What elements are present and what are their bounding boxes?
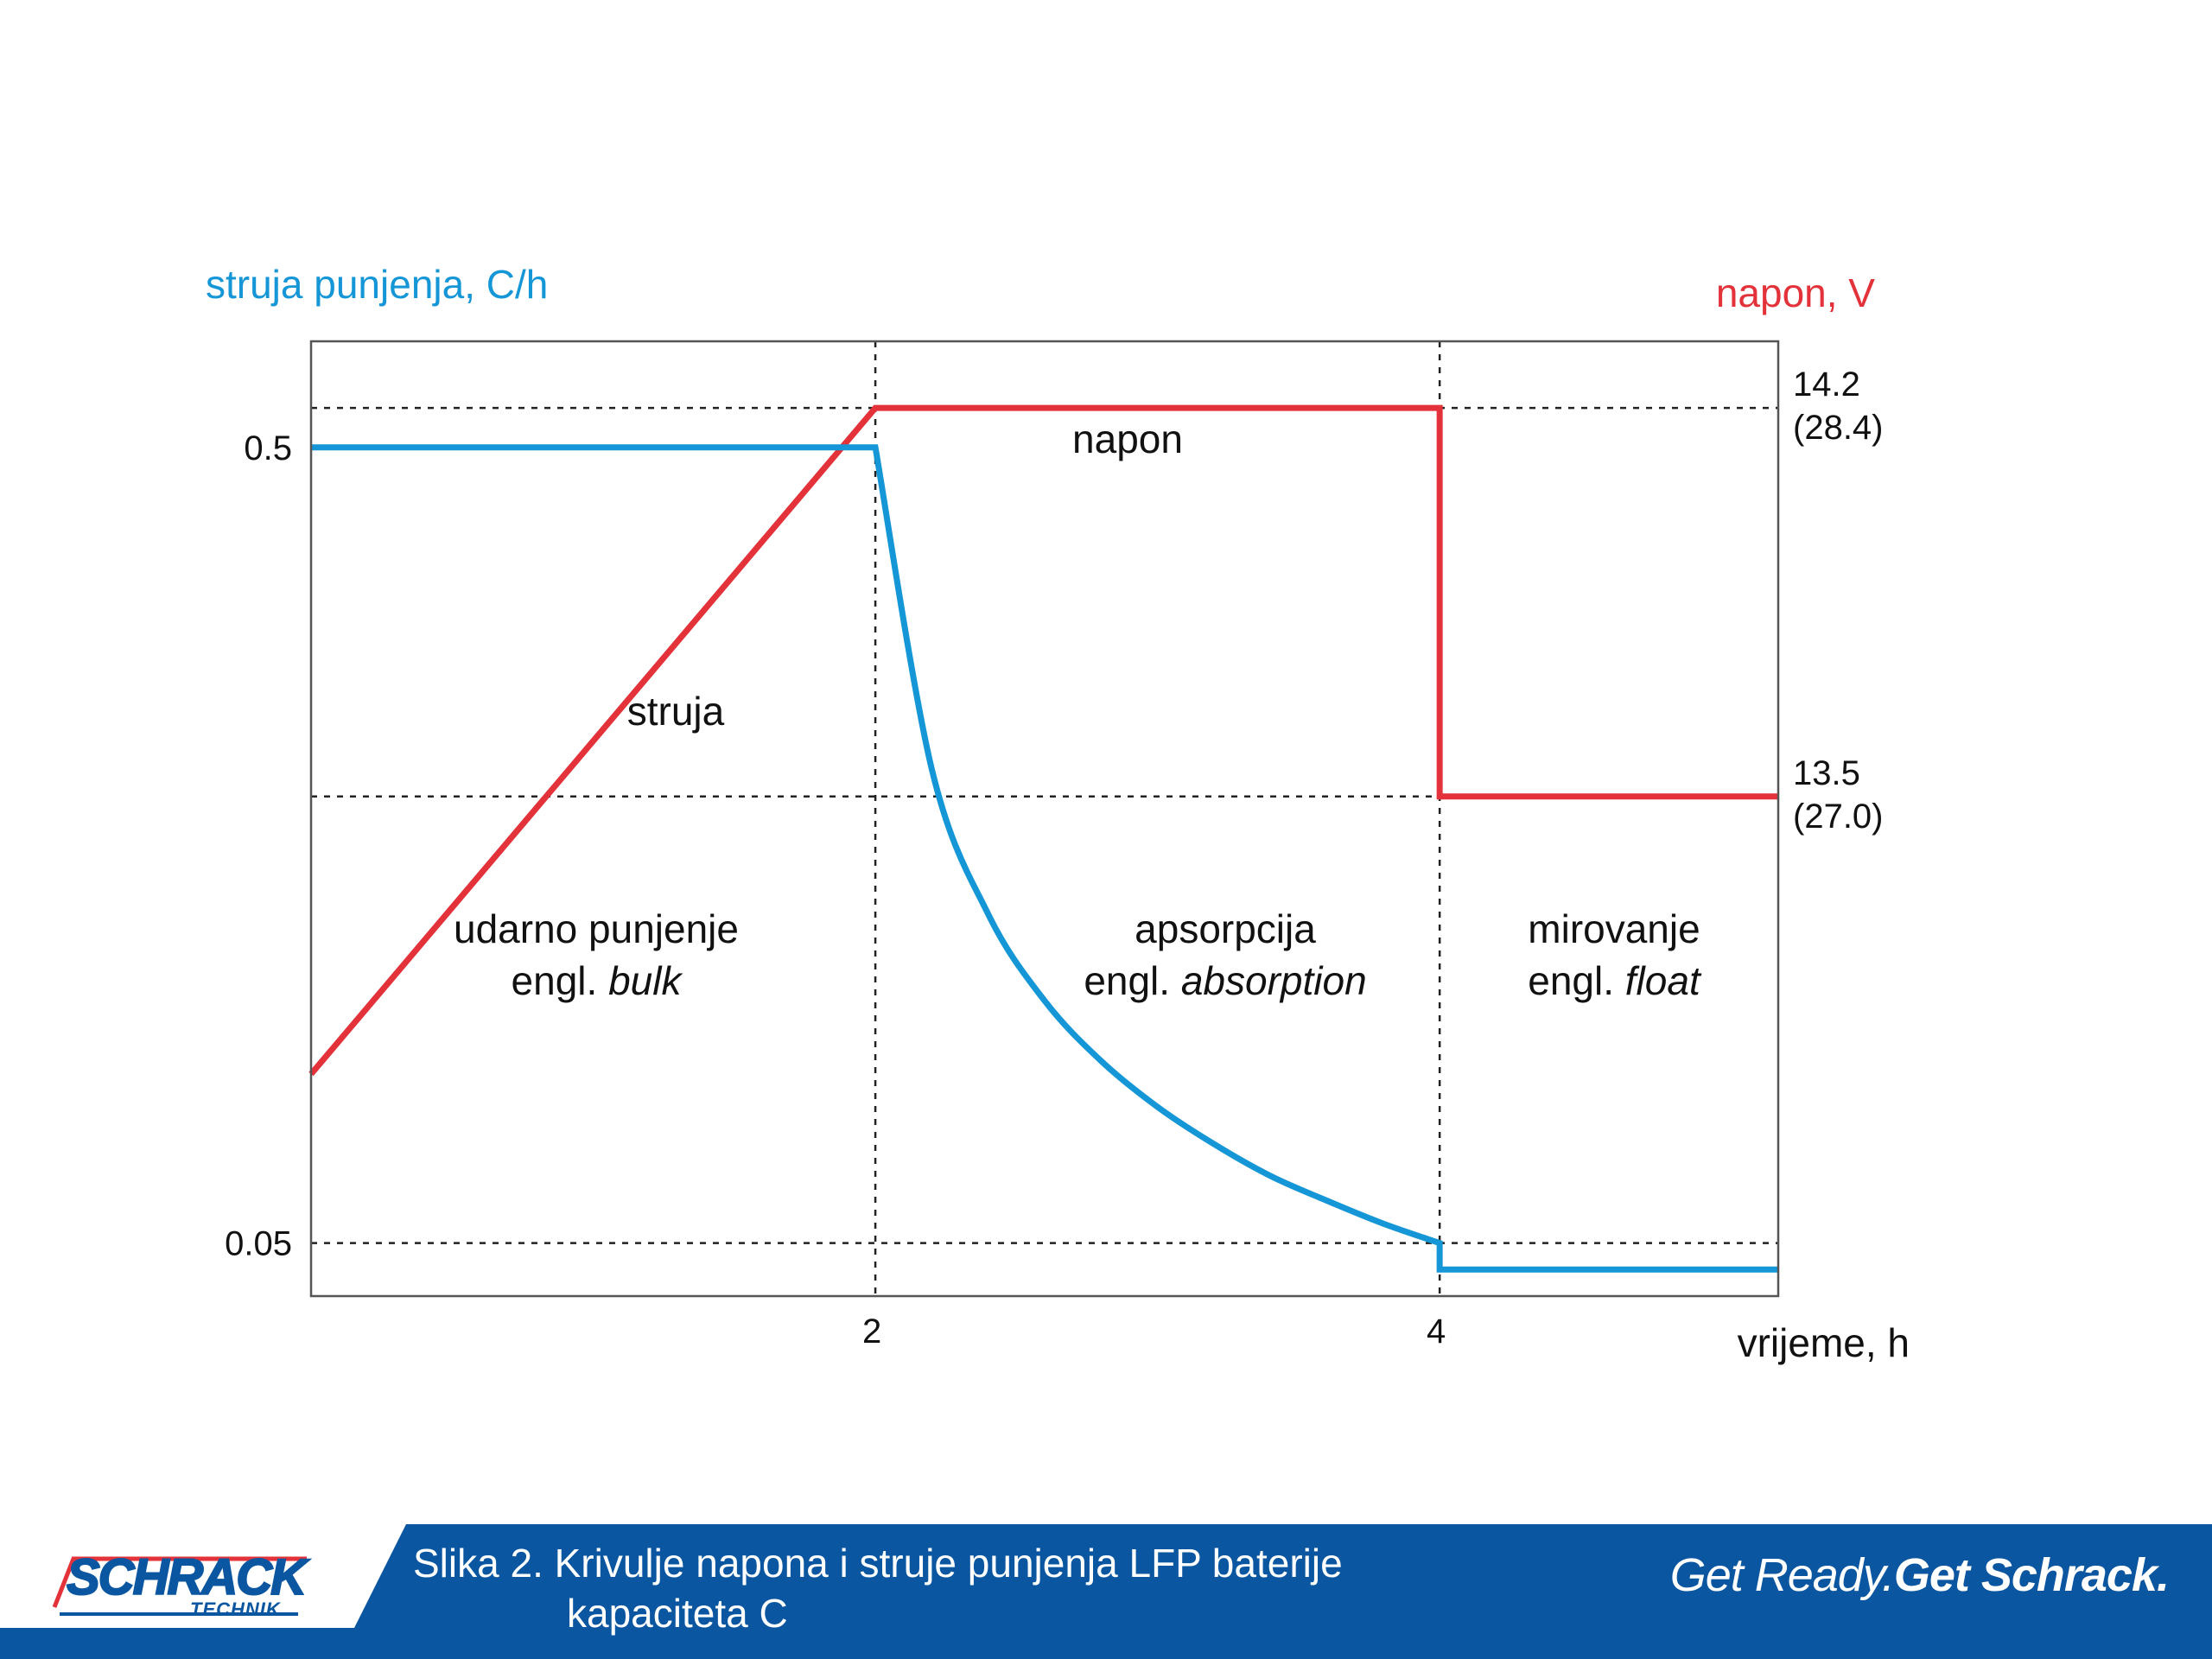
- phase-sublabel-english-2: float: [1625, 958, 1702, 1003]
- x-tick-label-1: 4: [1427, 1313, 1446, 1351]
- phase-sublabel-english-0: bulk: [608, 958, 683, 1003]
- caption-line-2: kapaciteta C: [567, 1591, 788, 1636]
- right-tick-sublabel-0: (28.4): [1793, 409, 1884, 447]
- charging-curve-chart: struja punjenja, C/h napon, V vrijeme, h 0.…: [206, 262, 1910, 1365]
- schrack-logo: SCHRACK TECHNIK: [48, 1543, 324, 1621]
- chart-area: struja punjenja, C/h napon, V vrijeme, h 0.…: [206, 262, 1910, 1365]
- logo-subtext: TECHNIK: [190, 1599, 281, 1620]
- series-label-napon: napon: [1072, 416, 1183, 461]
- phase-sublabel-0: engl. bulk: [512, 958, 683, 1003]
- series-line-struja: [311, 444, 1778, 1273]
- right-tick-sublabel-1: (27.0): [1793, 798, 1884, 836]
- x-tick-label-0: 2: [862, 1313, 881, 1351]
- right-tick-label-1: 13.5: [1793, 754, 1860, 792]
- series-label-struja: struja: [627, 689, 725, 734]
- footer-strip: [0, 1628, 406, 1659]
- phase-label-1: apsorpcija: [1135, 906, 1316, 951]
- left-tick-label-0: 0.5: [244, 429, 292, 467]
- phase-sublabel-english-1: absorption: [1181, 958, 1367, 1003]
- slogan: Get Ready.Get Schrack.: [1669, 1548, 2170, 1602]
- slogan-part-2: Get Schrack.: [1893, 1549, 2170, 1601]
- caption-line-1: Slika 2. Krivulje napona i struje punjen…: [413, 1541, 1343, 1586]
- phase-sublabel-2: engl. float: [1528, 958, 1702, 1003]
- right-tick-label-0: 14.2: [1793, 365, 1860, 404]
- right-axis-title: napon, V: [1716, 270, 1875, 315]
- plot-frame: [309, 340, 1780, 1298]
- phase-sublabel-1: engl. absorption: [1084, 958, 1366, 1003]
- left-axis-title: struja punjenja, C/h: [206, 262, 548, 307]
- footer-band: SCHRACK TECHNIK Slika 2. Krivulje napona…: [0, 1524, 2212, 1659]
- phase-sublabel-prefix-0: engl.: [512, 958, 609, 1003]
- series-line-napon: [308, 404, 1778, 1077]
- x-axis-title: vrijeme, h: [1738, 1320, 1910, 1365]
- left-tick-label-1: 0.05: [225, 1225, 292, 1263]
- figure-caption: Slika 2. Krivulje napona i struje punjen…: [413, 1538, 1536, 1638]
- phase-sublabel-prefix-2: engl.: [1528, 958, 1625, 1003]
- phase-label-0: udarno punjenje: [454, 906, 739, 951]
- logo-text: SCHRACK: [66, 1548, 308, 1606]
- slogan-part-1: Get Ready.: [1669, 1549, 1895, 1601]
- phase-label-2: mirovanje: [1528, 906, 1700, 951]
- logo-swoosh-icon: [52, 1556, 307, 1616]
- phase-sublabel-prefix-1: engl.: [1084, 958, 1181, 1003]
